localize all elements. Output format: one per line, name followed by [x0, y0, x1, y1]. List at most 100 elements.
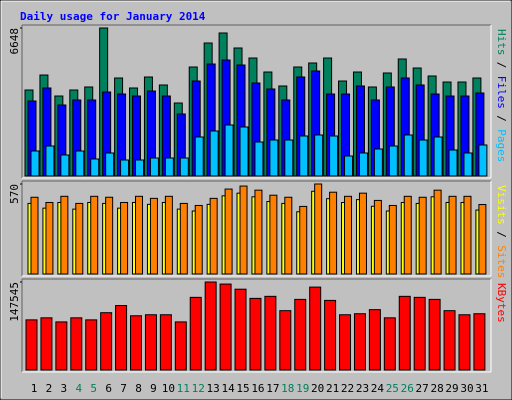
bar [388, 204, 397, 275]
bar [373, 148, 383, 177]
x-tick-label: 15 [236, 382, 249, 395]
bar [284, 196, 293, 275]
x-tick-label: 9 [150, 382, 157, 395]
bar [299, 135, 309, 177]
legend-separator: / [495, 231, 508, 238]
legend-entry: Sites [495, 245, 508, 278]
bar [224, 188, 233, 275]
x-tick-label: 30 [460, 382, 473, 395]
bar [458, 314, 471, 371]
x-tick-label: 13 [207, 382, 220, 395]
bar [209, 130, 219, 177]
bar [70, 317, 83, 371]
bar [448, 195, 457, 275]
x-tick-label: 11 [177, 382, 190, 395]
bar [463, 195, 472, 275]
x-tick-label: 25 [386, 382, 399, 395]
bar [254, 189, 263, 275]
x-tick-label: 27 [416, 382, 429, 395]
x-tick-label: 7 [120, 382, 127, 395]
bar [339, 314, 352, 371]
y-tick-label: 6648 [8, 28, 21, 55]
bar [45, 145, 55, 177]
bar [219, 283, 232, 371]
bar [358, 192, 367, 275]
bar [45, 201, 54, 275]
bar [90, 195, 99, 275]
bar [164, 157, 174, 177]
bar [478, 144, 488, 177]
bar [368, 309, 381, 371]
bar [55, 321, 68, 371]
bar [443, 310, 456, 371]
legend-entry: Visits [495, 185, 508, 225]
bar [284, 139, 294, 177]
bar [194, 204, 203, 275]
x-tick-label: 22 [341, 382, 354, 395]
bar [428, 298, 441, 371]
bar [25, 319, 38, 371]
bar [299, 205, 308, 275]
bar [115, 305, 128, 371]
x-tick-label: 21 [326, 382, 339, 395]
x-tick-label: 26 [401, 382, 414, 395]
x-tick-label: 5 [90, 382, 97, 395]
legend-entry: KBytes [495, 283, 508, 323]
x-tick-label: 28 [430, 382, 443, 395]
x-tick-label: 23 [356, 382, 369, 395]
bar [120, 201, 129, 275]
legend-entry: Files [495, 76, 508, 109]
bar [373, 199, 382, 275]
bar [309, 286, 322, 371]
bar [403, 195, 412, 275]
bar [344, 195, 353, 275]
x-tick-label: 1 [31, 382, 38, 395]
chart-title: Daily usage for January 2014 [20, 10, 206, 23]
bar [448, 149, 458, 177]
bar [90, 158, 100, 177]
bar [294, 298, 307, 371]
bar [60, 195, 69, 275]
bar [314, 183, 323, 275]
bar [130, 315, 143, 371]
x-tick-label: 12 [192, 382, 205, 395]
bar [179, 202, 188, 275]
bar [329, 135, 339, 177]
x-tick-label: 8 [135, 382, 142, 395]
bar [149, 157, 159, 177]
x-tick-label: 14 [221, 382, 235, 395]
bar [60, 154, 70, 177]
bar [353, 313, 366, 371]
bar [269, 139, 279, 177]
x-tick-label: 31 [475, 382, 488, 395]
legend-entry: Hits [495, 29, 508, 56]
bar [194, 136, 204, 177]
bar [135, 159, 145, 177]
bar [75, 150, 85, 177]
bar [75, 202, 84, 275]
bar [179, 157, 189, 177]
bar [149, 197, 158, 275]
bar [30, 196, 39, 275]
bar [174, 321, 187, 371]
bar [159, 314, 172, 371]
bar [344, 155, 354, 177]
bar [224, 124, 234, 177]
bar [403, 134, 413, 177]
bar [279, 310, 292, 371]
bar [388, 145, 398, 177]
bar [418, 139, 428, 177]
bar [144, 314, 157, 371]
x-tick-label: 18 [281, 382, 294, 395]
bar [204, 281, 217, 371]
bar [433, 136, 443, 177]
bar [478, 204, 487, 275]
bar [358, 152, 368, 177]
x-tick-label: 19 [296, 382, 309, 395]
bar [120, 159, 130, 177]
legend-separator: / [495, 115, 508, 122]
bar [85, 319, 98, 371]
bar [383, 317, 396, 371]
x-tick-label: 3 [61, 382, 68, 395]
y-tick-label: 147545 [8, 282, 21, 322]
